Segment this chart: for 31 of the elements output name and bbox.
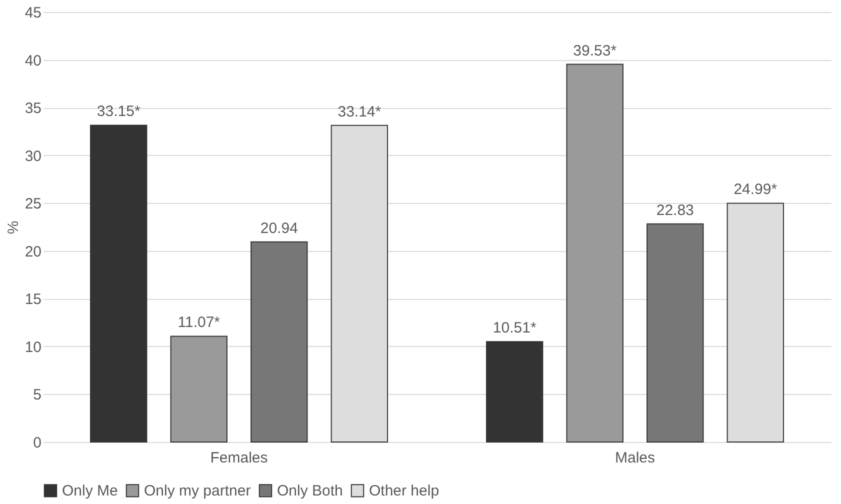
y-axis-title: % — [4, 220, 22, 234]
x-tick-label: Males — [614, 450, 655, 466]
bar — [170, 336, 228, 442]
data-label: 24.99* — [734, 181, 778, 198]
y-tick-label: 25 — [24, 196, 42, 213]
y-tick-label: 45 — [24, 4, 42, 22]
bar — [90, 124, 148, 442]
bar — [646, 223, 704, 442]
y-tick-label: 5 — [33, 386, 42, 404]
legend-label: Other help — [369, 482, 440, 500]
y-tick-label: 10 — [24, 338, 42, 356]
y-tick-label: 40 — [24, 52, 42, 70]
y-tick-label: 30 — [24, 148, 42, 165]
legend-label: Only Me — [62, 482, 118, 500]
data-label: 11.07* — [178, 314, 220, 332]
legend-label: Only my partner — [144, 482, 251, 500]
data-label: 22.83 — [656, 202, 694, 219]
bar — [250, 241, 308, 442]
data-label: 39.53* — [573, 42, 617, 60]
y-tick-label: 20 — [24, 243, 42, 260]
bar — [566, 64, 624, 442]
y-tick-label: 15 — [24, 291, 42, 308]
data-label: 10.51* — [492, 320, 536, 337]
y-tick-label: 35 — [24, 100, 42, 118]
data-label: 33.15* — [96, 103, 140, 120]
data-label: 20.94 — [260, 220, 298, 237]
legend-label: Only Both — [277, 482, 343, 500]
data-label: 33.14* — [338, 103, 382, 120]
x-tick-label: Females — [210, 450, 268, 466]
bar — [486, 341, 544, 442]
y-tick-label: 0 — [33, 434, 42, 452]
